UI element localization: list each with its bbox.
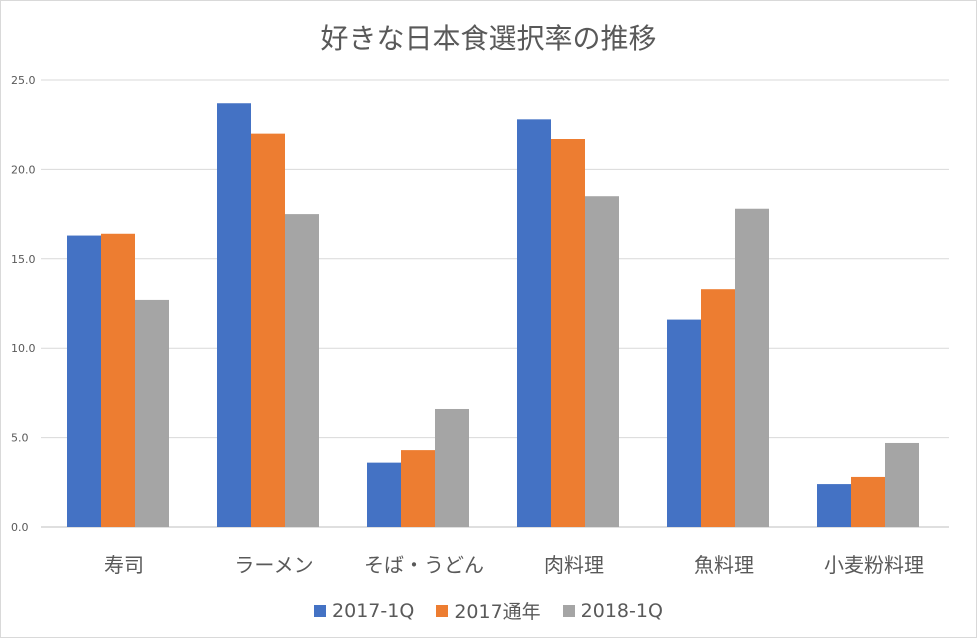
- x-tick-label: ラーメン: [234, 553, 313, 577]
- legend-label: 2018-1Q: [580, 599, 663, 622]
- bar-2017-1Q: [67, 235, 101, 527]
- bar-2017-1Q: [667, 319, 701, 527]
- legend-item: 2018-1Q: [562, 597, 663, 624]
- bar-2018-1Q: [735, 208, 769, 527]
- bar-2017通年: [701, 289, 735, 527]
- legend-item: 2017-1Q: [314, 597, 414, 624]
- legend-swatch: [314, 604, 327, 617]
- bar-2018-1Q: [885, 442, 919, 527]
- bar-2017通年: [101, 233, 135, 527]
- legend-label: 2017通年: [454, 601, 541, 623]
- bar-2018-1Q: [285, 214, 319, 527]
- bar-2018-1Q: [135, 299, 169, 527]
- legend: 2017-1Q 2017通年 2018-1Q: [1, 597, 976, 624]
- y-tick-label: 20.0: [11, 163, 36, 176]
- x-tick-label: 寿司: [104, 553, 144, 577]
- x-tick-label: 肉料理: [544, 553, 604, 577]
- bar-2017通年: [251, 133, 285, 527]
- x-tick-label: そば・うどん: [364, 553, 484, 577]
- bar-2017-1Q: [817, 484, 851, 527]
- legend-item: 2017通年: [436, 597, 541, 624]
- x-tick-label: 魚料理: [694, 553, 754, 577]
- chart-title: 好きな日本食選択率の推移: [320, 22, 657, 55]
- bar-2017通年: [401, 450, 435, 527]
- y-tick-label: 10.0: [11, 342, 36, 355]
- bar-2017-1Q: [517, 119, 551, 527]
- bar-2017通年: [551, 139, 585, 527]
- bar-2018-1Q: [435, 408, 469, 527]
- bar-2017通年: [851, 476, 885, 527]
- y-tick-label: 0.0: [11, 521, 29, 534]
- bar-2017-1Q: [367, 462, 401, 527]
- y-tick-label: 15.0: [11, 253, 36, 266]
- y-tick-label: 5.0: [11, 432, 29, 445]
- legend-swatch: [436, 604, 449, 617]
- bar-2018-1Q: [585, 196, 619, 527]
- bar-2017-1Q: [217, 103, 251, 527]
- legend-swatch: [562, 604, 575, 617]
- y-tick-label: 25.0: [11, 74, 36, 87]
- legend-label: 2017-1Q: [332, 599, 415, 622]
- x-tick-label: 小麦粉料理: [824, 553, 924, 577]
